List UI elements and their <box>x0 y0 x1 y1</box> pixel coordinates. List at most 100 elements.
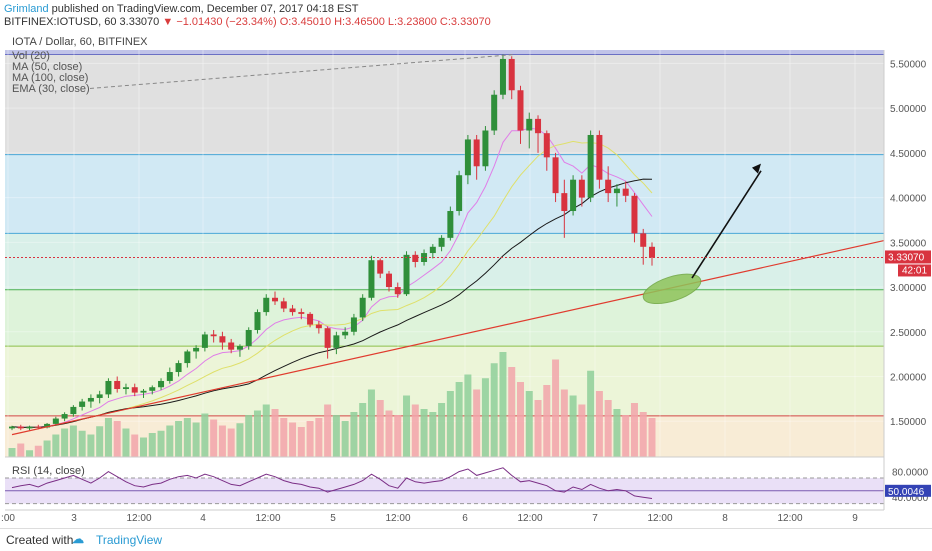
price-axis-background <box>884 30 932 528</box>
volume-bar <box>350 412 358 457</box>
candle-body[interactable] <box>289 308 296 313</box>
candle-body[interactable] <box>254 312 261 330</box>
candle-body[interactable] <box>96 394 103 398</box>
chart-canvas[interactable]: RSI (14, close) 5.50000 5.00000 4.50000 4.0… <box>0 30 932 528</box>
projection-arrow-line[interactable] <box>691 170 762 279</box>
dashed-trend-line[interactable] <box>89 53 516 89</box>
candle-body[interactable] <box>552 157 559 194</box>
candle-body[interactable] <box>236 346 243 350</box>
candle-body[interactable] <box>105 380 112 395</box>
tradingview-logo-icon[interactable]: ☁ <box>72 532 84 546</box>
candle-body[interactable] <box>482 130 489 167</box>
candle-body[interactable] <box>464 139 471 176</box>
candle-body[interactable] <box>359 297 366 318</box>
candle-body[interactable] <box>87 397 94 402</box>
candle-body[interactable] <box>324 328 331 348</box>
fibonacci-retracement[interactable] <box>5 50 884 457</box>
candle-body[interactable] <box>140 390 147 393</box>
candle-body[interactable] <box>263 297 270 313</box>
candle-body[interactable] <box>149 387 156 391</box>
tradingview-link[interactable]: TradingView <box>96 533 163 547</box>
fib-band <box>5 50 884 55</box>
candle-body[interactable] <box>158 380 165 388</box>
candle-body[interactable] <box>17 426 24 429</box>
candle-body[interactable] <box>333 335 340 348</box>
time-tick-label: 8 <box>722 513 728 524</box>
candle-body[interactable] <box>570 179 577 212</box>
rsi-line[interactable] <box>11 467 653 499</box>
support-trend-line[interactable] <box>11 239 885 436</box>
highlight-ellipse[interactable] <box>640 268 704 309</box>
candle-body[interactable] <box>613 188 620 194</box>
candle-body[interactable] <box>394 287 401 295</box>
candle-body[interactable] <box>649 246 655 258</box>
candlesticks[interactable] <box>9 54 655 431</box>
candle-body[interactable] <box>587 134 594 198</box>
candle-body[interactable] <box>166 372 173 381</box>
candle-body[interactable] <box>508 58 515 91</box>
candle-body[interactable] <box>385 273 392 288</box>
candle-body[interactable] <box>368 260 375 298</box>
candle-body[interactable] <box>210 334 217 337</box>
candle-body[interactable] <box>350 317 357 332</box>
candle-body[interactable] <box>70 406 77 415</box>
volume-bars <box>8 352 656 457</box>
rsi-pane[interactable]: RSI (14, close) <box>5 462 884 510</box>
candle-body[interactable] <box>298 312 305 314</box>
candle-body[interactable] <box>517 90 524 131</box>
candle-body[interactable] <box>61 414 68 419</box>
candle-body[interactable] <box>307 313 314 325</box>
candle-body[interactable] <box>429 246 436 254</box>
candle-body[interactable] <box>245 329 252 347</box>
candle-body[interactable] <box>640 233 647 247</box>
candle-body[interactable] <box>377 260 384 274</box>
candle-body[interactable] <box>491 94 498 131</box>
volume-bar <box>183 418 191 457</box>
candle-body[interactable] <box>201 334 208 348</box>
volume-bar <box>429 412 437 457</box>
candle-body[interactable] <box>35 426 42 428</box>
candle-body[interactable] <box>403 254 410 295</box>
candle-body[interactable] <box>499 58 506 95</box>
symbol-line: BITFINEX:IOTUSD, 60 3.33070 ▼ −1.01430 (… <box>4 16 491 29</box>
author-link[interactable]: Grimland <box>4 3 49 15</box>
candle-body[interactable] <box>561 193 568 212</box>
candle-body[interactable] <box>131 387 138 393</box>
candle-body[interactable] <box>605 179 612 194</box>
candle-body[interactable] <box>631 195 638 234</box>
candle-body[interactable] <box>122 387 129 390</box>
candle-body[interactable] <box>622 188 629 196</box>
candle-body[interactable] <box>543 133 550 158</box>
candle-body[interactable] <box>421 253 428 262</box>
candle-body[interactable] <box>412 254 419 262</box>
candle-body[interactable] <box>280 301 287 309</box>
price-tick-label: 2.00000 <box>890 372 927 383</box>
candle-body[interactable] <box>79 401 86 407</box>
candle-body[interactable] <box>52 418 59 424</box>
time-tick-label: 12:00 <box>126 513 151 524</box>
candle-body[interactable] <box>447 211 454 238</box>
candle-body[interactable] <box>44 423 51 428</box>
candle-body[interactable] <box>473 139 480 167</box>
candle-body[interactable] <box>9 426 15 429</box>
volume-bar <box>280 418 288 457</box>
candle-body[interactable] <box>175 363 182 373</box>
candle-body[interactable] <box>219 336 226 343</box>
candle-body[interactable] <box>193 347 200 352</box>
volume-bar <box>376 400 384 457</box>
drawings[interactable] <box>5 53 885 436</box>
candle-body[interactable] <box>342 331 349 336</box>
candle-body[interactable] <box>578 179 585 198</box>
rsi-label: RSI (14, close) <box>12 465 85 477</box>
candle-body[interactable] <box>26 426 33 429</box>
candle-body[interactable] <box>438 237 445 247</box>
candle-body[interactable] <box>315 324 322 329</box>
candle-body[interactable] <box>228 342 235 350</box>
candle-body[interactable] <box>535 118 542 134</box>
candle-body[interactable] <box>184 351 191 364</box>
candle-body[interactable] <box>114 380 121 390</box>
candle-body[interactable] <box>526 118 533 131</box>
candle-body[interactable] <box>596 134 603 180</box>
candle-body[interactable] <box>456 175 463 212</box>
candle-body[interactable] <box>272 297 279 302</box>
